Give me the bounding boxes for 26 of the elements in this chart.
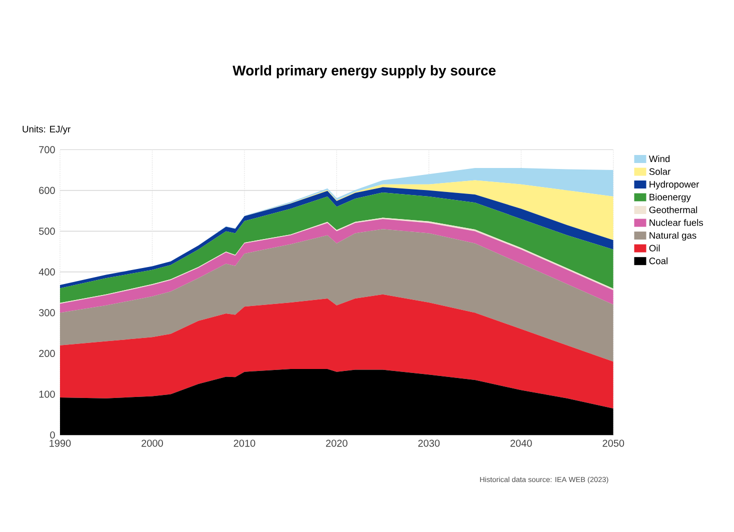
legend-label: Geothermal	[649, 206, 698, 214]
y-tick-label: 600	[39, 186, 55, 194]
y-axis-title: Units: EJ/yr	[22, 126, 70, 134]
y-tick-label: 500	[39, 228, 55, 235]
legend-label: Natural gas	[650, 232, 696, 241]
y-tick-label: 200	[39, 350, 55, 358]
legend-label: Solar	[649, 168, 670, 175]
x-tick-label: 2040	[510, 440, 532, 447]
y-tick-label: 700	[39, 146, 55, 154]
y-tick-label: 0	[50, 431, 55, 439]
y-tick-label: 100	[39, 390, 55, 398]
y-tick-label: 400	[38, 268, 55, 276]
legend-label: Hydropower	[650, 180, 700, 190]
x-tick-label: 2000	[142, 440, 163, 447]
legend-label: Oil	[649, 244, 660, 252]
x-tick-label: 2030	[418, 440, 440, 447]
legend-label: Bioenergy	[650, 194, 691, 202]
x-tick-label: 1990	[50, 440, 71, 447]
x-tick-label: 2010	[234, 440, 256, 447]
chart-title: World primary energy supply by source	[232, 65, 496, 78]
legend-label: Nuclear fuels	[650, 219, 703, 226]
x-tick-label: 2020	[326, 440, 348, 447]
legend-label: Coal	[649, 257, 668, 264]
y-tick-label: 300	[38, 309, 55, 316]
x-tick-label: 2050	[602, 440, 624, 447]
legend-label: Wind	[648, 155, 670, 162]
